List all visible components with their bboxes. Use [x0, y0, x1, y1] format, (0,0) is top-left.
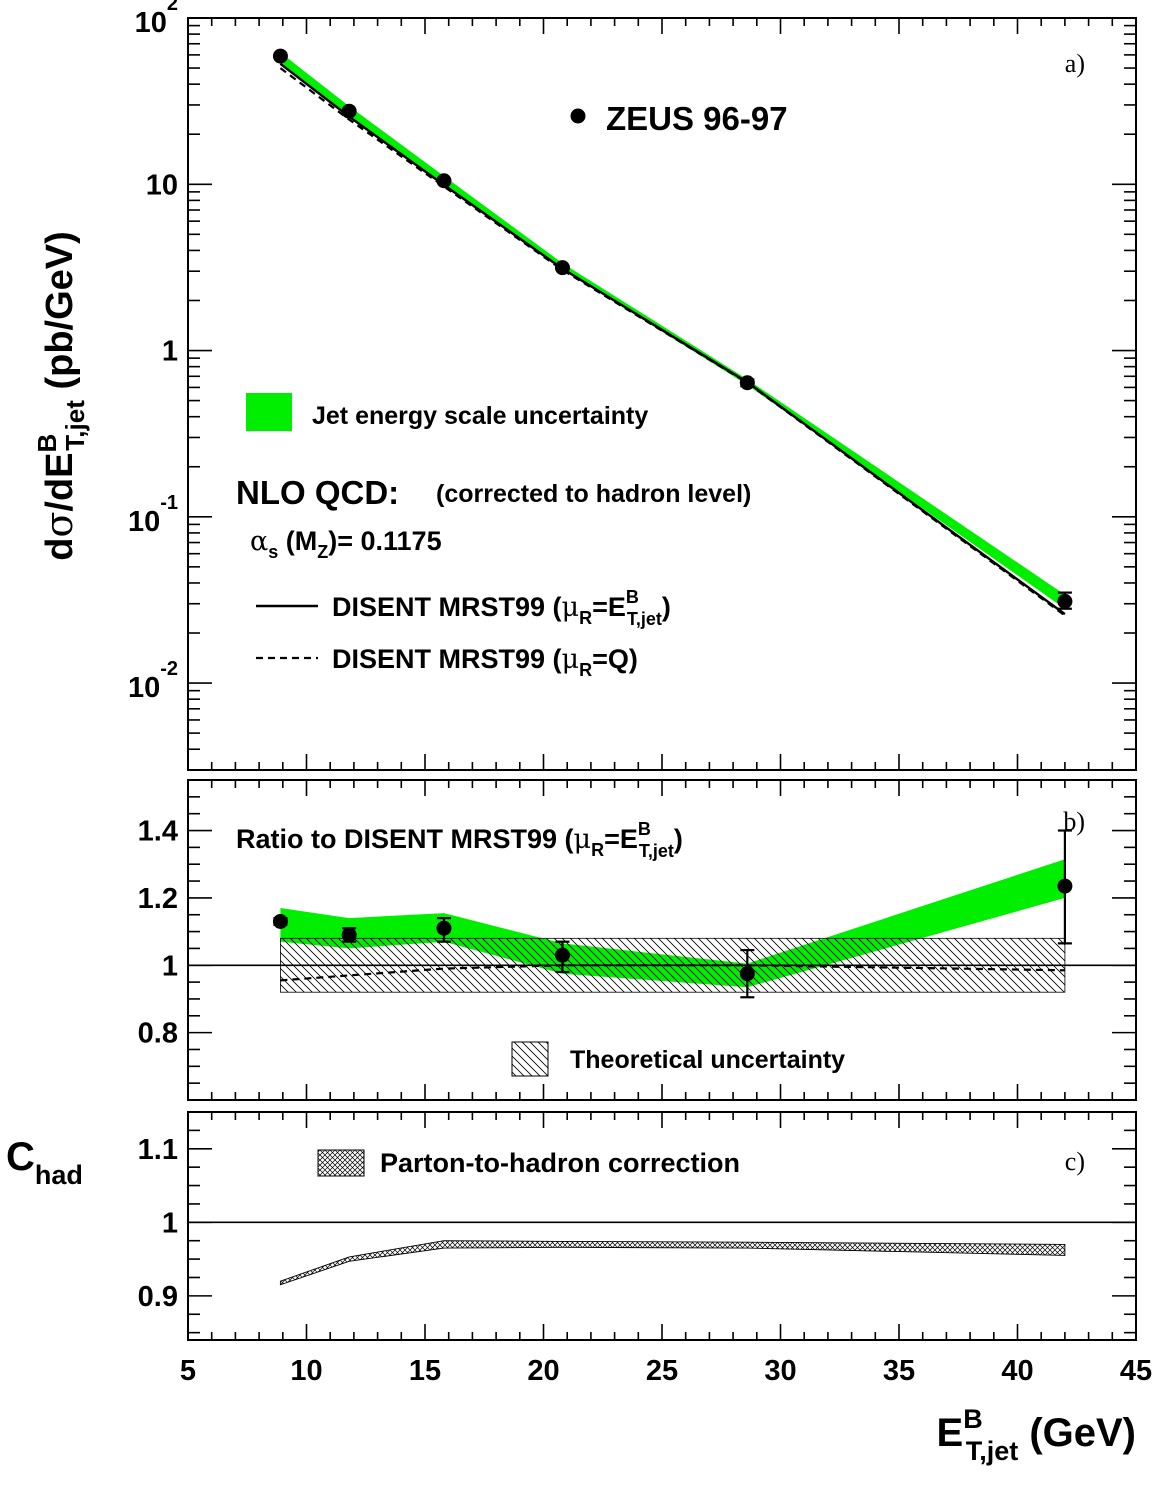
panel-a-ytick-labels: 102 10 1 10-1 10-2 — [128, 0, 178, 704]
panel-a-theory-dashed-line — [279, 67, 1066, 617]
panel-a-data-point — [554, 260, 570, 276]
legend-zeus-marker — [570, 108, 586, 124]
panel-a-label: a) — [1065, 49, 1085, 78]
panel-a-ytick-label: 1 — [162, 336, 178, 368]
panel-c-frame — [187, 1111, 1137, 1341]
panel-c-ylabel: Chad — [6, 1135, 83, 1190]
panel-b-data-point — [272, 913, 288, 929]
panel-b-ytick-label: 1.2 — [138, 883, 178, 915]
x-axis-label: EB T,jet (GeV) — [937, 1404, 1137, 1466]
panel-c-ytick-label: 0.9 — [138, 1281, 178, 1313]
legend-alpha-s: αs (MZ)= 0.1175 — [250, 526, 442, 562]
legend-dashed-label: DISENT MRST99 (μR=Q) — [332, 644, 638, 680]
legend-chad-label: Parton-to-hadron correction — [380, 1148, 740, 1178]
legend-nlo-note: (corrected to hadron level) — [436, 480, 751, 508]
x-tick-label: 15 — [409, 1355, 441, 1387]
panel-b-ytick-label: 1.4 — [138, 816, 178, 848]
panel-b-title: Ratio to DISENT MRST99 (μR=EB T,jet) — [236, 819, 683, 861]
panel-c-ticks — [187, 1111, 1137, 1340]
x-tick-label: 35 — [883, 1355, 915, 1387]
panel-c-ytick-label: 1.1 — [138, 1134, 178, 1166]
legend-nlo-title: NLO QCD: — [236, 474, 399, 511]
panel-b-data-point — [1057, 878, 1073, 894]
panel-b-data-point — [554, 947, 570, 963]
legend-theory-swatch — [511, 1041, 549, 1077]
panel-a-data-point — [341, 103, 357, 119]
panel-b-data-point — [436, 920, 452, 936]
legend-zeus-label: ZEUS 96-97 — [606, 100, 788, 137]
x-tick-label: 20 — [527, 1355, 559, 1387]
panel-b-ticks — [187, 779, 1137, 1101]
legend-jes-label: Jet energy scale uncertainty — [312, 402, 648, 430]
panel-a-data-point — [1057, 593, 1073, 609]
legend-theory-label: Theoretical uncertainty — [570, 1046, 845, 1074]
x-axis-tick-labels: 5 10 15 20 25 30 35 40 45 — [180, 1355, 1152, 1387]
x-tick-label: 25 — [646, 1355, 678, 1387]
panel-a-cross-section: 102 10 1 10-1 10-2 a) ZEUS 96-97 Jet energy … — [32, 0, 1137, 771]
panel-b-ytick-label: 0.8 — [138, 1018, 178, 1050]
panel-b-ratio: 1.4 1.2 1 0.8 b) Ratio to DISENT MRST99 (μR… — [138, 779, 1137, 1101]
panel-b-ytick-labels: 1.4 1.2 1 0.8 — [138, 816, 178, 1050]
x-tick-label: 30 — [764, 1355, 796, 1387]
panel-b-data-point — [341, 927, 357, 943]
x-tick-label: 40 — [1001, 1355, 1033, 1387]
panel-a-ylabel: dσ/dEBT,jet (pb/GeV) — [32, 231, 90, 561]
panel-a-ytick-label: 10 — [146, 169, 178, 201]
legend-jes-swatch — [246, 393, 292, 431]
panel-a-data-point — [272, 48, 288, 64]
panel-a-data-point — [436, 173, 452, 189]
panel-c-ytick-labels: 1.1 1 0.9 — [138, 1134, 178, 1313]
panel-b-data-points — [272, 829, 1073, 999]
x-tick-label: 5 — [180, 1355, 196, 1387]
panel-a-ytick-label: 10-2 — [128, 658, 178, 704]
panel-c-hadronisation: 1.1 1 0.9 c) Parton-to-hadron correction C… — [6, 1111, 1152, 1466]
panel-b-data-point — [739, 966, 755, 982]
panel-b-label: b) — [1063, 807, 1085, 836]
panel-c-ytick-label: 1 — [162, 1207, 178, 1239]
legend-chad-swatch — [317, 1149, 365, 1177]
panel-c-label: c) — [1065, 1147, 1085, 1176]
panel-b-ytick-label: 1 — [162, 950, 178, 982]
panel-a-ytick-label: 10-1 — [128, 492, 178, 538]
panel-a-data-points — [272, 48, 1073, 610]
panel-a-ytick-label: 102 — [135, 0, 178, 39]
x-tick-label: 45 — [1120, 1355, 1152, 1387]
panel-a-data-point — [739, 375, 755, 391]
panel-c-chad-band — [279, 1240, 1066, 1286]
panel-b-dashed-ratio-line — [280, 964, 1065, 982]
legend-solid-label: DISENT MRST99 (μR=EB T,jet) — [332, 587, 671, 629]
panel-a-ticks — [187, 17, 1137, 771]
x-tick-label: 10 — [290, 1355, 322, 1387]
